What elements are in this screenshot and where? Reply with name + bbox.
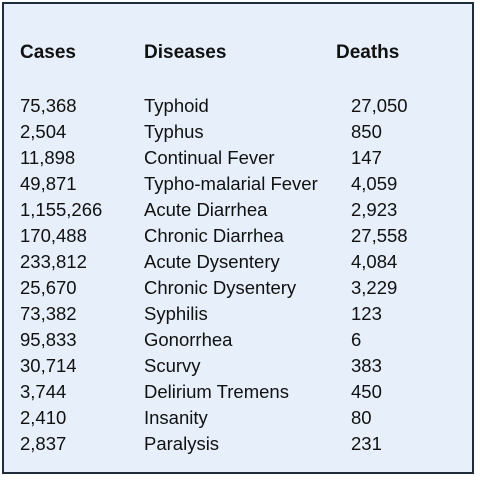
cell-disease: Scurvy [144, 355, 201, 376]
table-row: 2,837 Paralysis 231 [4, 431, 472, 457]
cell-cases: 233,812 [20, 251, 87, 272]
cell-deaths: 450 [351, 381, 382, 402]
cell-cases: 30,714 [20, 355, 77, 376]
table-row: 3,744 Delirium Tremens 450 [4, 379, 472, 405]
cell-deaths: 383 [351, 355, 382, 376]
header-diseases: Diseases [144, 42, 227, 63]
cell-deaths: 4,059 [351, 173, 398, 194]
cell-cases: 1,155,266 [20, 199, 103, 220]
cell-cases: 25,670 [20, 277, 77, 298]
table-row: 2,504 Typhus 850 [4, 119, 472, 145]
cell-disease: Typhus [144, 121, 204, 142]
cell-deaths: 2,923 [351, 199, 398, 220]
cell-cases: 49,871 [20, 173, 77, 194]
cell-deaths: 850 [351, 121, 382, 142]
cell-disease: Typho-malarial Fever [144, 173, 318, 194]
table-row: 11,898 Continual Fever 147 [4, 145, 472, 171]
cell-disease: Paralysis [144, 433, 220, 454]
cell-deaths: 3,229 [351, 277, 398, 298]
cell-cases: 170,488 [20, 225, 87, 246]
cell-cases: 2,410 [20, 407, 67, 428]
header-deaths: Deaths [336, 42, 400, 63]
cell-cases: 95,833 [20, 329, 77, 350]
cell-cases: 2,504 [20, 121, 67, 142]
table-row: 30,714 Scurvy 383 [4, 353, 472, 379]
table-row: 73,382 Syphilis 123 [4, 301, 472, 327]
cell-disease: Chronic Diarrhea [144, 225, 284, 246]
cell-disease: Delirium Tremens [144, 381, 289, 402]
cell-deaths: 147 [351, 147, 382, 168]
cell-deaths: 80 [351, 407, 372, 428]
cell-cases: 2,837 [20, 433, 67, 454]
cell-deaths: 231 [351, 433, 382, 454]
cell-disease: Acute Diarrhea [144, 199, 268, 220]
cell-disease: Typhoid [144, 95, 209, 116]
cell-deaths: 27,050 [351, 95, 408, 116]
cell-cases: 11,898 [20, 147, 76, 168]
table-row: 233,812 Acute Dysentery 4,084 [4, 249, 472, 275]
header-cases: Cases [20, 42, 76, 63]
cell-disease: Gonorrhea [144, 329, 233, 350]
cell-deaths: 6 [351, 329, 362, 350]
table-row: 170,488 Chronic Diarrhea 27,558 [4, 223, 472, 249]
table-row: 1,155,266 Acute Diarrhea 2,923 [4, 197, 472, 223]
table-row: 49,871 Typho-malarial Fever 4,059 [4, 171, 472, 197]
cell-deaths: 123 [351, 303, 382, 324]
table-body: 75,368 Typhoid 27,050 2,504 Typhus 850 1… [4, 93, 472, 457]
cell-cases: 75,368 [20, 95, 77, 116]
cell-deaths: 27,558 [351, 225, 408, 246]
cell-disease: Insanity [144, 407, 208, 428]
table-row: 2,410 Insanity 80 [4, 405, 472, 431]
table-panel: Cases Diseases Deaths 75,368 Typhoid 27,… [2, 2, 474, 474]
table-header: Cases Diseases Deaths [4, 42, 472, 66]
table-row: 25,670 Chronic Dysentery 3,229 [4, 275, 472, 301]
cell-deaths: 4,084 [351, 251, 398, 272]
cell-disease: Continual Fever [144, 147, 275, 168]
table-row: 75,368 Typhoid 27,050 [4, 93, 472, 119]
cell-disease: Acute Dysentery [144, 251, 280, 272]
cell-cases: 3,744 [20, 381, 67, 402]
table-row: 95,833 Gonorrhea 6 [4, 327, 472, 353]
cell-disease: Chronic Dysentery [144, 277, 297, 298]
cell-cases: 73,382 [20, 303, 77, 324]
cell-disease: Syphilis [144, 303, 208, 324]
